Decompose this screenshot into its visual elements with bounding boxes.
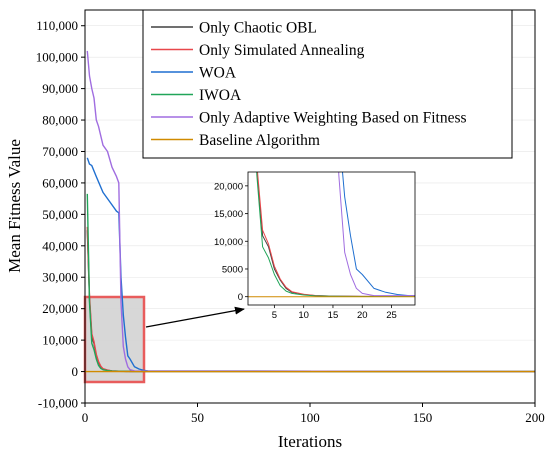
inset-y-tick-label: 15,000 — [214, 209, 243, 220]
legend-label-4: Only Adaptive Weighting Based on Fitness — [199, 110, 467, 127]
inset-series-line-2 — [341, 172, 415, 297]
series-line-4 — [86, 50, 535, 373]
inset-series-group — [248, 172, 415, 298]
x-tick-label: 0 — [82, 410, 89, 425]
y-tick-label: 100,000 — [36, 50, 78, 65]
legend-label-1: Only Simulated Annealing — [199, 42, 365, 59]
y-tick-label: 0 — [72, 364, 79, 379]
y-tick-label: 20,000 — [42, 301, 78, 316]
inset-x-tick-label: 25 — [386, 310, 397, 321]
y-tick-label: 50,000 — [42, 207, 78, 222]
x-tick-label: 150 — [413, 410, 433, 425]
x-tick-label: 50 — [191, 410, 204, 425]
x-axis-title: Iterations — [278, 432, 342, 451]
inset-x-tick-label: 10 — [298, 310, 309, 321]
y-tick-label: 80,000 — [42, 113, 78, 128]
inset-frame — [247, 171, 416, 306]
inset-series-line-4 — [338, 172, 415, 297]
inset-y-tick-label: 0 — [238, 292, 243, 303]
inset-x-axis: 5 10 15 20 25 — [272, 305, 397, 321]
y-tick-label: 10,000 — [42, 333, 78, 348]
legend-label-0: Only Chaotic OBL — [199, 20, 317, 37]
main-series-group — [85, 50, 535, 373]
y-tick-label: 30,000 — [42, 270, 78, 285]
y-tick-label: 90,000 — [42, 81, 78, 96]
legend-label-2: WOA — [199, 65, 237, 82]
zoom-arrow — [145, 306, 245, 328]
inset-y-axis: 0 5000 10,000 15,000 20,000 — [214, 181, 248, 303]
y-tick-label: 70,000 — [42, 144, 78, 159]
x-axis: 0 50 100 150 200 — [82, 403, 545, 425]
zoom-region-box — [83, 295, 146, 384]
y-tick-label: -10,000 — [38, 396, 78, 411]
legend-box — [142, 9, 513, 159]
inset-y-tick-label: 20,000 — [214, 181, 243, 192]
x-tick-label: 100 — [300, 410, 320, 425]
inset-x-tick-label: 15 — [328, 310, 339, 321]
y-tick-label: 40,000 — [42, 238, 78, 253]
y-tick-label: 110,000 — [36, 18, 78, 33]
inset-x-tick-label: 20 — [357, 310, 368, 321]
inset-y-tick-label: 10,000 — [214, 237, 243, 248]
x-tick-label: 200 — [525, 410, 545, 425]
y-axis: -10,000 0 10,000 20,000 30,000 40,000 50,000 60… — [36, 18, 85, 411]
inset-plot-area — [248, 172, 415, 305]
y-axis-title: Mean Fitness Value — [5, 139, 24, 273]
y-tick-label: 60,000 — [42, 175, 78, 190]
legend: Only Chaotic OBL Only Simulated Annealing… — [142, 9, 513, 159]
legend-label-3: IWOA — [199, 87, 242, 104]
legend-label-5: Baseline Algorithm — [199, 132, 320, 149]
inset-y-tick-label: 5000 — [222, 264, 243, 275]
inset-x-tick-label: 5 — [272, 310, 277, 321]
